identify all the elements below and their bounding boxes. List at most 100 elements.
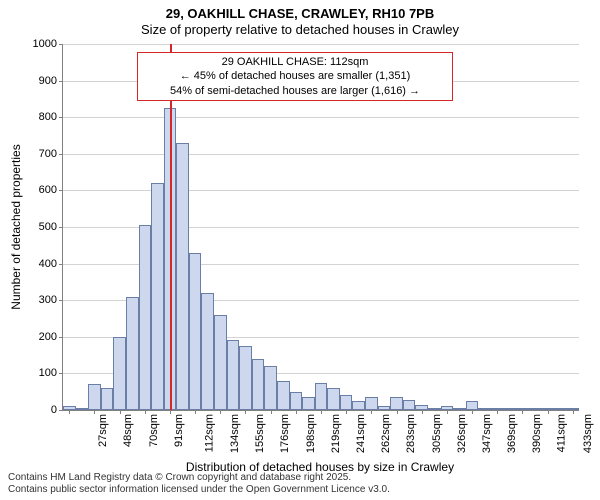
bar (277, 381, 290, 410)
title-sub: Size of property relative to detached ho… (0, 22, 600, 37)
bar (101, 388, 114, 410)
x-tick-mark (346, 410, 347, 414)
bar (88, 384, 101, 410)
y-tick-label: 700 (39, 148, 63, 160)
x-tick-mark (548, 410, 549, 414)
bar (352, 401, 365, 410)
x-tick-label: 326sqm (454, 414, 468, 453)
plot-area: 0100200300400500600700800900100027sqm48s… (62, 44, 579, 411)
bar (478, 408, 491, 410)
x-tick-label: 390sqm (529, 414, 543, 453)
x-tick-label: 411sqm (554, 414, 568, 452)
x-tick-label: 219sqm (328, 414, 342, 453)
footer-line2: Contains public sector information licen… (8, 484, 390, 496)
bar (466, 401, 479, 410)
bar (554, 408, 567, 410)
x-tick-mark (371, 410, 372, 414)
x-tick-mark (447, 410, 448, 414)
x-tick-mark (220, 410, 221, 414)
x-tick-label: 27sqm (95, 414, 109, 447)
y-tick-label: 100 (39, 367, 63, 379)
bar (189, 253, 202, 410)
bar (126, 297, 139, 410)
x-tick-label: 70sqm (146, 414, 160, 447)
x-tick-label: 433sqm (580, 414, 594, 453)
x-tick-mark (271, 410, 272, 414)
x-tick-mark (120, 410, 121, 414)
x-tick-mark (170, 410, 171, 414)
annotation-line: 54% of semi-detached houses are larger (… (144, 84, 446, 98)
y-axis-label: Number of detached properties (9, 144, 23, 309)
bar (365, 397, 378, 410)
grid-line (63, 154, 579, 155)
x-tick-mark (573, 410, 574, 414)
x-tick-label: 369sqm (504, 414, 518, 453)
bar (428, 408, 441, 410)
bar (252, 359, 265, 410)
bar (403, 400, 416, 410)
y-tick-label: 900 (39, 75, 63, 87)
x-tick-mark (522, 410, 523, 414)
x-tick-label: 347sqm (479, 414, 493, 453)
y-tick-label: 0 (51, 404, 63, 416)
y-tick-label: 1000 (33, 38, 63, 50)
y-tick-label: 400 (39, 258, 63, 270)
bar (529, 408, 542, 410)
bar (151, 183, 164, 410)
annotation-box: 29 OAKHILL CHASE: 112sqm← 45% of detache… (137, 52, 453, 101)
chart-container: 29, OAKHILL CHASE, CRAWLEY, RH10 7PB Siz… (0, 0, 600, 500)
bar (227, 340, 240, 410)
bar (139, 225, 152, 410)
bar (315, 383, 328, 410)
x-tick-mark (497, 410, 498, 414)
bar (176, 143, 189, 410)
bar (76, 408, 89, 410)
footer-attribution: Contains HM Land Registry data © Crown c… (8, 472, 390, 496)
x-tick-label: 134sqm (227, 414, 241, 453)
y-tick-label: 800 (39, 111, 63, 123)
grid-line (63, 190, 579, 191)
bar (264, 366, 277, 410)
x-tick-label: 198sqm (303, 414, 317, 453)
annotation-title: 29 OAKHILL CHASE: 112sqm (144, 55, 446, 69)
x-tick-mark (321, 410, 322, 414)
x-tick-mark (69, 410, 70, 414)
bar (453, 408, 466, 410)
grid-line (63, 117, 579, 118)
bar (390, 397, 403, 410)
bar (113, 337, 126, 410)
x-tick-label: 91sqm (171, 414, 185, 447)
x-tick-mark (397, 410, 398, 414)
bar (340, 395, 353, 410)
x-tick-label: 262sqm (378, 414, 392, 453)
y-tick-label: 300 (39, 294, 63, 306)
x-tick-mark (245, 410, 246, 414)
x-tick-mark (296, 410, 297, 414)
y-tick-label: 200 (39, 331, 63, 343)
title-main: 29, OAKHILL CHASE, CRAWLEY, RH10 7PB (0, 6, 600, 21)
x-tick-mark (472, 410, 473, 414)
x-tick-mark (94, 410, 95, 414)
x-tick-label: 305sqm (429, 414, 443, 453)
bar (201, 293, 214, 410)
x-tick-label: 283sqm (403, 414, 417, 453)
bar (378, 406, 391, 410)
bar (503, 408, 516, 410)
footer-line1: Contains HM Land Registry data © Crown c… (8, 472, 390, 484)
x-tick-label: 112sqm (201, 414, 215, 452)
x-tick-mark (422, 410, 423, 414)
bar (302, 397, 315, 410)
bar (327, 388, 340, 410)
grid-line (63, 44, 579, 45)
x-tick-label: 241sqm (353, 414, 367, 453)
y-tick-label: 600 (39, 184, 63, 196)
x-tick-label: 176sqm (278, 414, 292, 453)
x-tick-label: 155sqm (252, 414, 266, 453)
x-tick-mark (145, 410, 146, 414)
x-tick-mark (195, 410, 196, 414)
annotation-line: ← 45% of detached houses are smaller (1,… (144, 69, 446, 83)
bar (290, 392, 303, 410)
bar (214, 315, 227, 410)
x-tick-label: 48sqm (120, 414, 134, 447)
y-tick-label: 500 (39, 221, 63, 233)
